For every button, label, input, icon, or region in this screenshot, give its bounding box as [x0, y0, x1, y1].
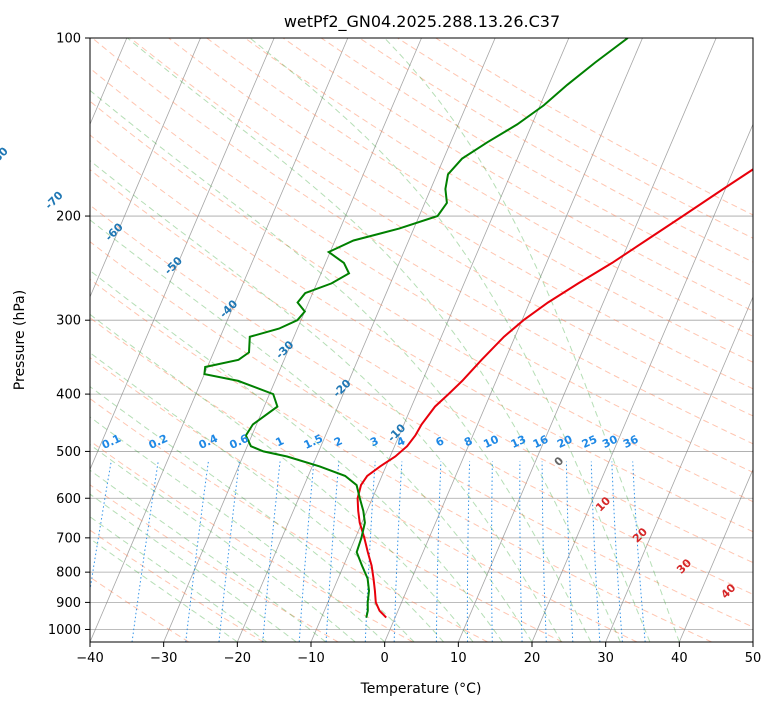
mixing-ratio-line: [298, 461, 315, 642]
mixing-ratio-line: [218, 461, 240, 642]
series-layer: [203, 38, 753, 619]
moist-adiabat-line: [90, 219, 533, 642]
dry-adiabat-line: [130, 38, 753, 417]
dry-adiabat-line: [90, 484, 339, 642]
isotherm-line: [163, 38, 422, 642]
dry-adiabat-line: [282, 38, 753, 312]
moist-adiabat-line: [90, 313, 474, 642]
x-tick-label: −20: [224, 651, 251, 666]
dry-adiabat-label: -70: [42, 189, 65, 212]
isotherm-line: [90, 38, 275, 471]
x-tick-label: −40: [76, 651, 103, 666]
mixing-ratio-label: 20: [555, 433, 575, 451]
moist-adiabat-line: [90, 493, 297, 642]
mixing-ratio-line: [632, 461, 646, 642]
mixing-ratio-label: 13: [509, 433, 528, 451]
y-tick-label: 500: [56, 445, 81, 460]
isotherm-line: [90, 38, 201, 298]
dry-adiabat-line: [90, 357, 563, 642]
moist-adiabat-line: [90, 269, 503, 642]
mixing-ratio-line: [466, 461, 471, 642]
mixing-ratio-line: [565, 461, 574, 642]
isotherm-line: [531, 123, 753, 642]
x-tick-label: 40: [671, 651, 688, 666]
x-tick-label: 10: [450, 651, 467, 666]
y-axis-label: Pressure (hPa): [12, 290, 28, 390]
mixing-ratio-line: [325, 461, 340, 642]
plot-background: [90, 38, 753, 642]
dry-adiabat-line: [90, 134, 753, 533]
dry-adiabat-line: [90, 241, 753, 628]
moist-adiabat-line: [90, 416, 386, 642]
x-axis-label: Temperature (°C): [360, 681, 482, 697]
mixing-ratio-line: [393, 461, 403, 642]
mixing-ratio-line: [262, 461, 281, 642]
temperature-profile-line: [356, 168, 753, 619]
x-tick-label: −30: [150, 651, 177, 666]
moist-adiabat-line: [90, 385, 415, 642]
axis-layer: −40 −30 −20 −10 0 10 20 30 40 50 1000 900 800 700 600 5…: [48, 32, 761, 667]
moist-adiabat-line: [90, 352, 444, 642]
moist-adiabat-line: [90, 537, 238, 642]
x-tick-label: −10: [297, 651, 324, 666]
moist-adiabat-line: [90, 516, 268, 642]
plot-frame: [89, 37, 754, 643]
mixing-ratio-line: [541, 461, 547, 642]
mixing-ratio-label: 30: [600, 433, 620, 451]
x-tick-label: 30: [597, 651, 614, 666]
mixing-ratio-line: [185, 461, 209, 642]
dewpoint-profile-line: [203, 38, 629, 618]
mixing-ratio-line: [364, 461, 376, 642]
isotherm-line: [752, 640, 753, 642]
isotherm-line: [90, 38, 349, 642]
moist-adiabat-line: [90, 469, 327, 642]
y-tick-label: 100: [56, 32, 81, 47]
moist-adiabat-line: [127, 38, 621, 642]
y-tick-label: 300: [56, 314, 81, 329]
dry-adiabat-line: [90, 100, 753, 503]
dry-adiabat-line: [90, 317, 638, 642]
grid-layer: [90, 38, 753, 642]
dry-adiabat-line: [90, 204, 753, 595]
dry-adiabat-line: [168, 38, 753, 390]
isotherm-line: [605, 295, 753, 642]
isotherm-line: [678, 468, 753, 642]
dry-adiabat-line: [244, 38, 753, 337]
dry-adiabat-line: [90, 278, 712, 642]
mixing-ratio-line: [435, 461, 442, 642]
dry-adiabat-line: [91, 38, 753, 445]
y-tick-label: 1000: [48, 623, 81, 638]
x-tick-label: 50: [745, 651, 762, 666]
y-tick-label: 700: [56, 531, 81, 546]
dry-adiabat-label: -80: [0, 144, 11, 167]
mixing-ratio-line: [590, 461, 601, 642]
moist-adiabat-line: [90, 159, 562, 642]
isotherm-line: [310, 38, 570, 642]
moist-adiabat-line: [384, 38, 680, 642]
x-tick-label: 20: [524, 651, 541, 666]
y-tick-label: 600: [56, 492, 81, 507]
mixing-ratio-label: 36: [621, 433, 641, 451]
y-tick-label: 900: [56, 596, 81, 611]
mixing-ratio-label: 16: [531, 433, 551, 451]
y-tick-label: 400: [56, 388, 81, 403]
dry-adiabat-line: [90, 169, 753, 564]
isotherm-line: [384, 38, 643, 642]
y-tick-label: 800: [56, 566, 81, 581]
isotherm-line: [457, 38, 717, 642]
isotherm-line: [236, 38, 496, 642]
mixing-ratio-line: [491, 461, 493, 642]
x-tick-label: 0: [381, 651, 389, 666]
y-tick-label: 200: [56, 210, 81, 225]
mixing-ratio-line: [611, 461, 623, 642]
mixing-ratio-label: 10: [481, 433, 501, 451]
dry-adiabat-line: [90, 529, 264, 642]
mixing-ratio-line: [519, 461, 523, 642]
moist-adiabat-line: [249, 38, 651, 642]
mixing-ratio-label: 25: [580, 433, 599, 451]
chart-title: wetPf2_GN04.2025.288.13.26.C37: [284, 12, 560, 32]
